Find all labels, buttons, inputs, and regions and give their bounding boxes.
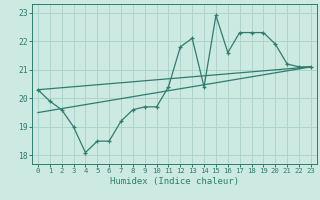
- X-axis label: Humidex (Indice chaleur): Humidex (Indice chaleur): [110, 177, 239, 186]
